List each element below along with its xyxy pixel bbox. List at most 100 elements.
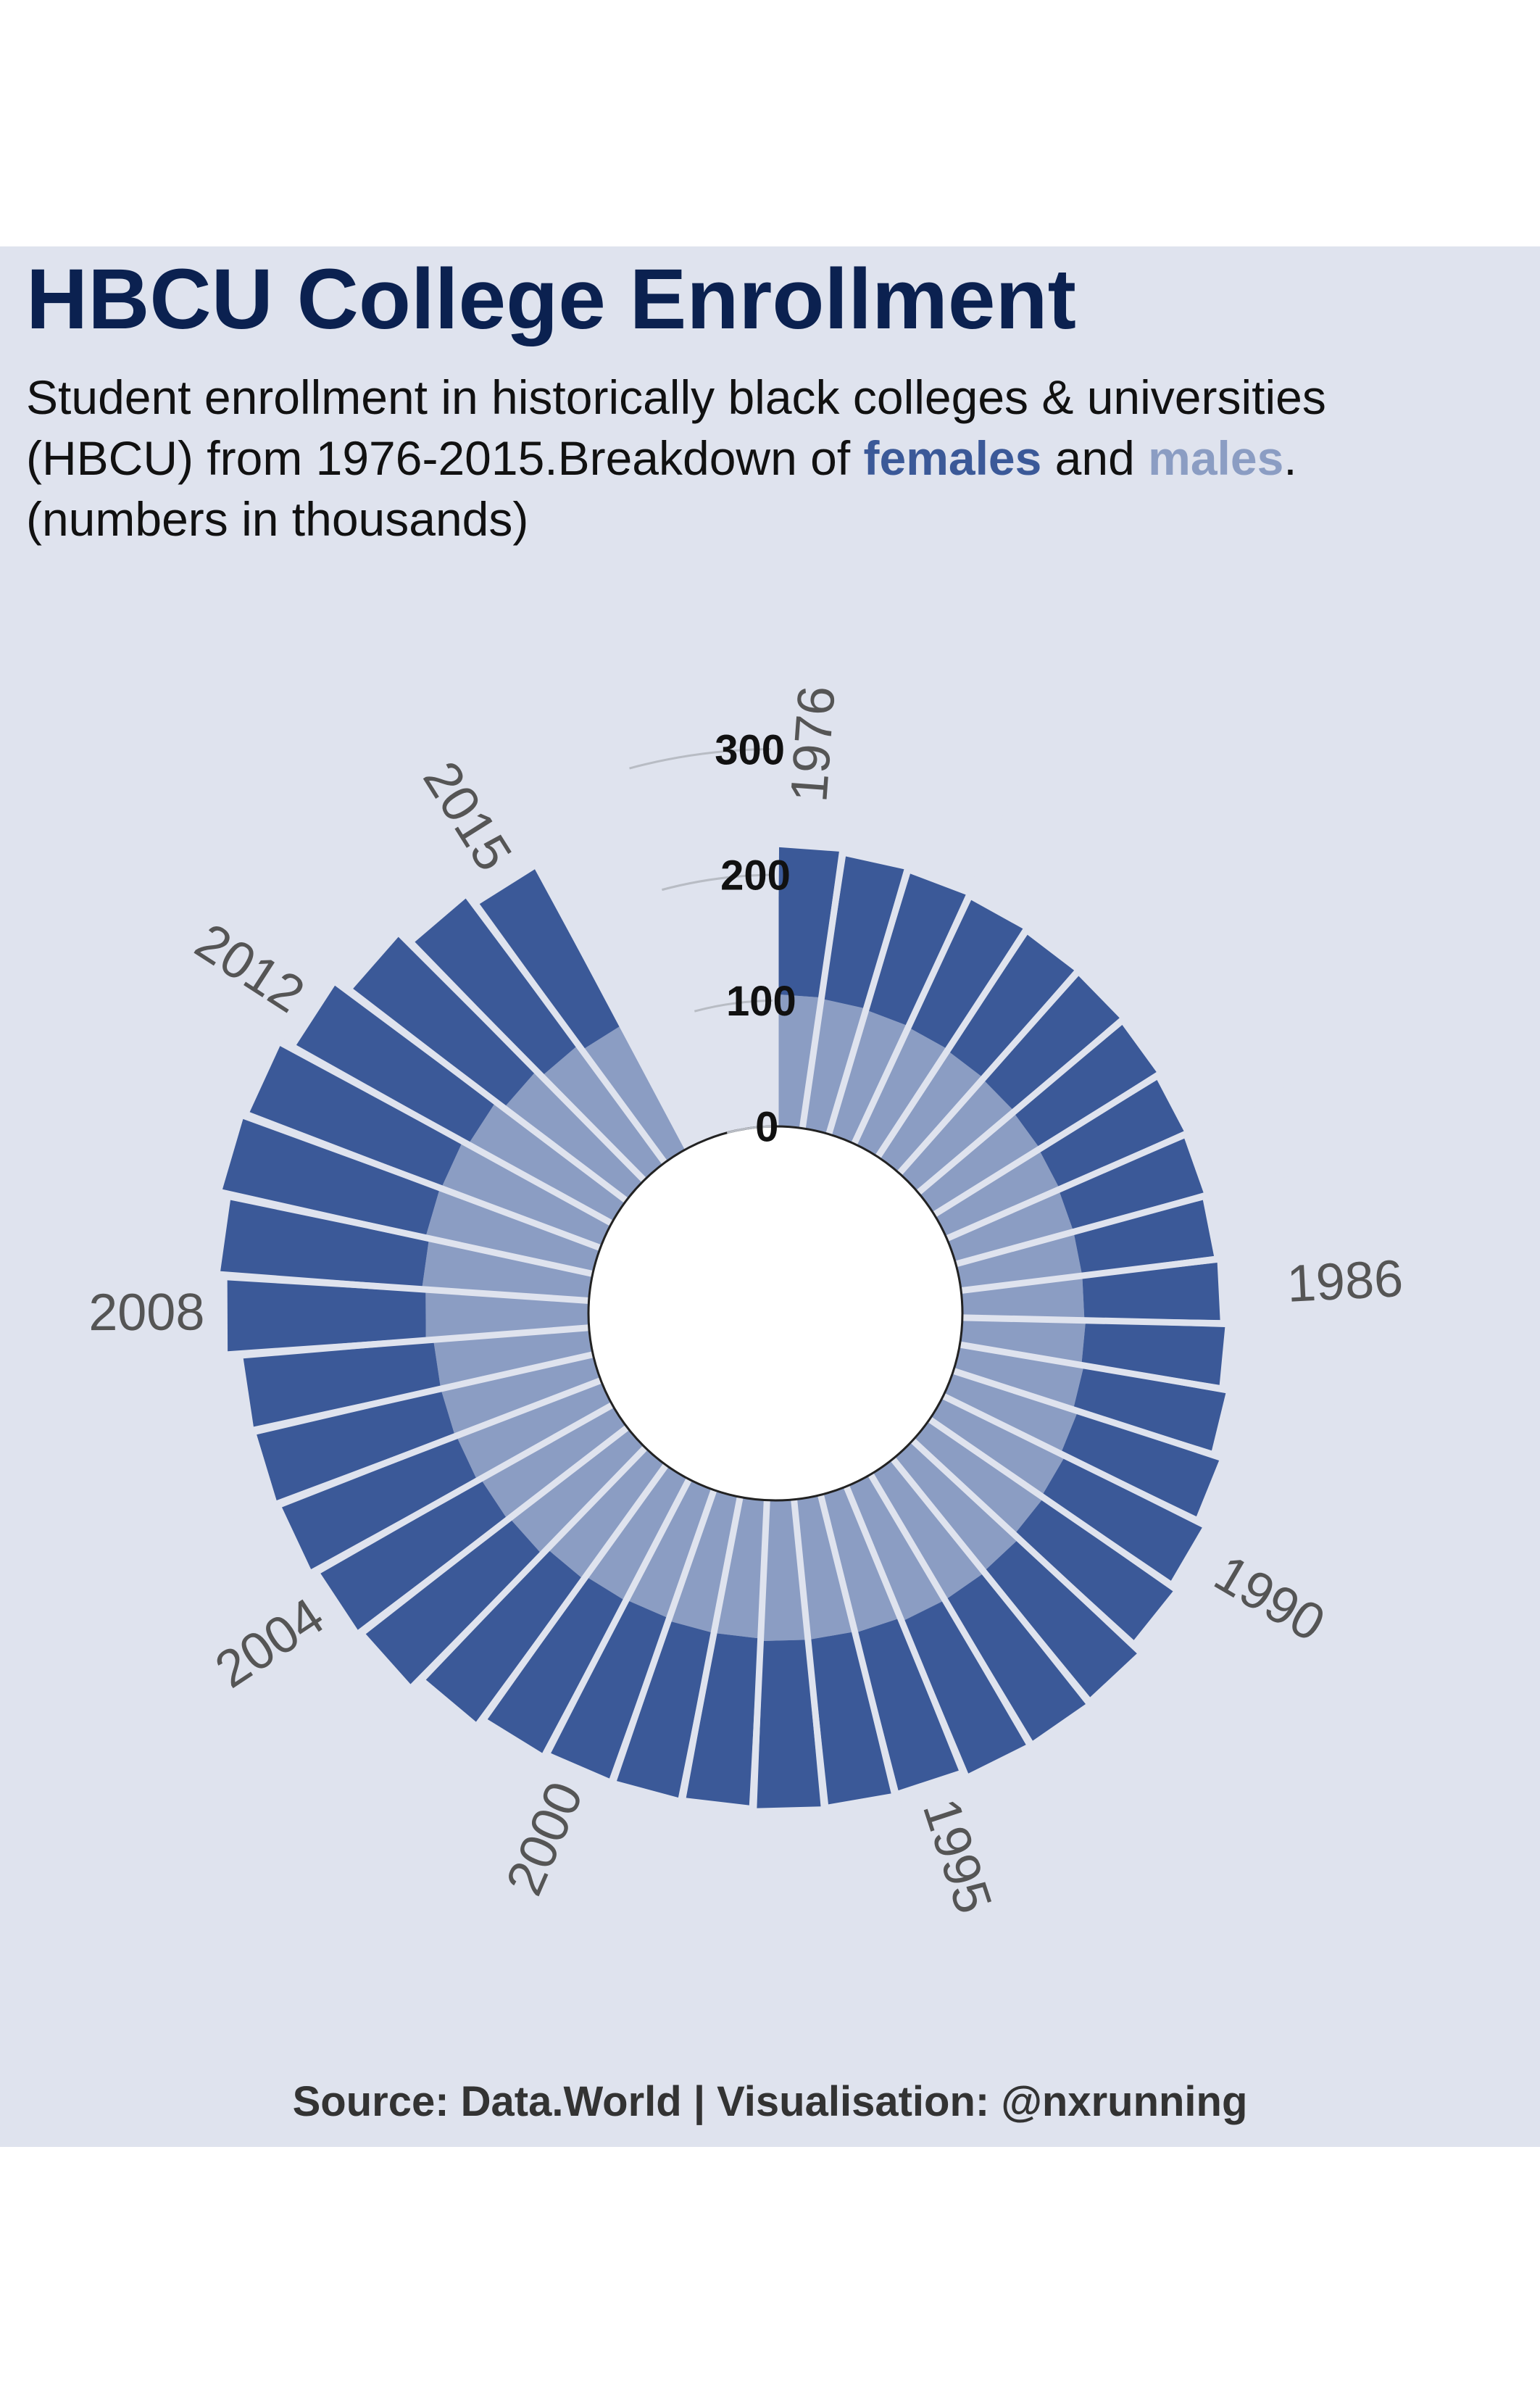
female-bar-1996 [810,1632,891,1805]
female-bar-2000 [551,1600,667,1779]
female-bar-1993 [946,1574,1086,1741]
bar-separator [932,999,1278,1218]
female-bar-1990 [1043,1458,1202,1581]
bar-separator [745,1500,770,1903]
bar-separator [916,930,1228,1195]
male-bar-2014 [544,1047,664,1179]
bar-separator [825,747,947,1136]
radial-axis-ticks: 0 100 200 300 [629,726,796,1150]
source-caption: Source: Data.World | Visualisation: @nxr… [292,2078,1248,2125]
bar-separator [359,891,647,1183]
bar-separator [303,955,628,1203]
male-bar-1976 [777,994,820,1129]
female-bar-1987 [1081,1323,1225,1385]
female-bar-1988 [1073,1368,1226,1451]
bar-separator [199,1185,594,1277]
male-bar-1979 [855,1028,946,1157]
female-bar-1983 [1040,1080,1184,1187]
female-bar-2001 [487,1577,624,1753]
chart-title: HBCU College Enrollment [26,252,1076,347]
female-bar-2005 [282,1438,477,1570]
female-bar-2010 [222,1118,439,1235]
female-bar-1991 [1015,1500,1173,1640]
radial-tick-label: 300 [715,726,785,773]
female-bar-2002 [425,1550,582,1722]
year-label-1986: 1986 [1286,1250,1404,1313]
bar-separator [362,1445,648,1740]
year-label-2015: 2015 [412,752,523,881]
radial-tick-label: 200 [720,852,791,900]
bar-separator [896,869,1169,1176]
female-bar-1984 [1059,1138,1204,1230]
bar-separator [890,1456,1149,1774]
radial-gridlines [187,723,1365,1903]
male-bar-1988 [954,1346,1083,1408]
male-bar-2011 [442,1144,611,1247]
female-bar-2008 [227,1280,426,1352]
bar-separator [224,1377,602,1528]
bar-separator [954,1155,1345,1268]
bar-separator [222,1103,602,1251]
radial-gridline-300 [629,748,771,770]
year-label-2008: 2008 [88,1283,205,1342]
male-bar-1984 [947,1192,1073,1263]
male-bar-1995 [822,1487,898,1632]
male-bar-1989 [944,1372,1078,1452]
radial-tick-label: 0 [755,1103,778,1150]
year-label-2012: 2012 [186,913,315,1024]
bar-separator [791,1499,838,1900]
year-label-1976: 1976 [780,684,846,805]
bar-separator [428,1463,669,1794]
male-bar-1978 [830,1010,907,1144]
bar-separator [259,1402,615,1605]
bar-separator [817,1494,922,1887]
bar-separator [578,1489,717,1872]
male-bar-1987 [960,1318,1086,1363]
male-bar-2001 [588,1466,688,1600]
female-bar-2004 [320,1481,507,1630]
bar-separator [959,1341,1357,1416]
radial-gridline-100 [694,1000,773,1013]
bar-separator [928,1416,1263,1650]
bar-separator [799,729,864,1129]
bar-separator [867,1472,1078,1823]
radial-tick-label: 100 [726,978,796,1025]
bar-separator [306,1424,630,1676]
year-label-2000: 2000 [495,1774,594,1903]
female-bars [220,847,1226,1808]
year-label-2004: 2004 [205,1587,334,1699]
bar-separator [843,1484,1002,1861]
male-bar-2003 [511,1429,645,1553]
male-bar-1992 [894,1441,1017,1570]
female-bar-1982 [1015,1025,1157,1147]
female-bar-1995 [857,1619,959,1791]
male-bar-1985 [956,1234,1082,1289]
female-bar-2012 [296,985,495,1142]
female-bar-1977 [823,856,904,1008]
female-bar-2013 [353,936,535,1106]
female-bar-1978 [868,873,966,1026]
bar-separator [945,1074,1317,1242]
subtitle-line-2-mid: and [1041,431,1149,485]
male-bar-2007 [433,1329,593,1387]
female-bar-1986 [1082,1262,1220,1321]
male-bar-1993 [872,1460,983,1599]
female-bar-1999 [616,1621,712,1798]
male-bar-1999 [670,1490,739,1633]
subtitle-line-1: Student enrollment in historically black… [26,370,1326,424]
inner-hole [587,1125,964,1502]
bar-separator [187,1324,590,1362]
chart-subtitle: Student enrollment in historically black… [26,367,1504,549]
bar-separator [851,777,1027,1145]
bar-separator [875,818,1102,1159]
male-bar-2012 [470,1104,626,1222]
bar-separator [952,1368,1338,1498]
male-bar-1981 [900,1081,1013,1192]
female-bar-1992 [986,1540,1137,1698]
female-bar-2007 [243,1342,441,1427]
female-bar-1997 [757,1640,821,1808]
male-bar-2009 [422,1241,593,1300]
male-bar-2015 [584,1026,687,1162]
bar-separator [257,1026,614,1226]
